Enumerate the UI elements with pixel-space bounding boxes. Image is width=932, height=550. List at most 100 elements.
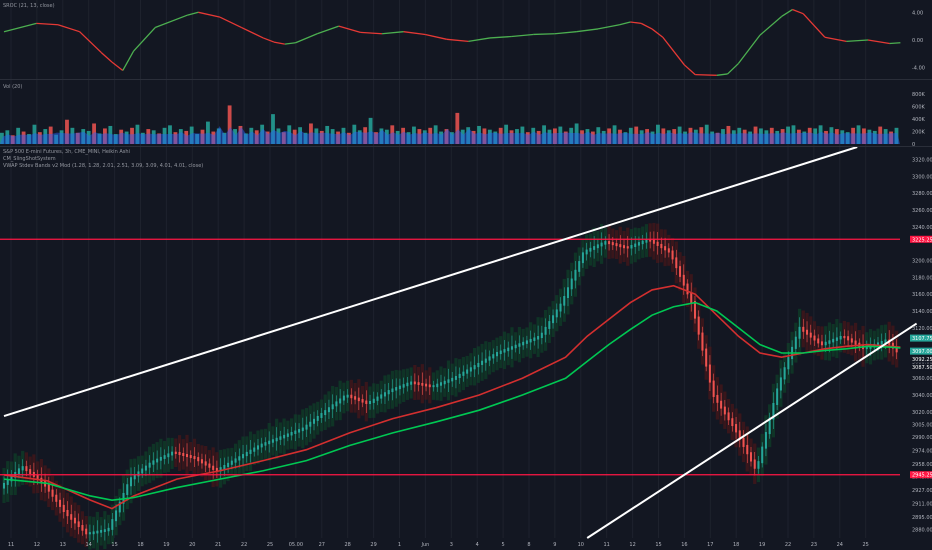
candle-body xyxy=(230,460,233,465)
volume-bar xyxy=(254,130,259,144)
volume-bar xyxy=(379,128,384,144)
time-tick-label: 15 xyxy=(111,542,117,548)
volume-bar xyxy=(862,128,866,144)
volume-bar xyxy=(742,129,747,144)
candle-body xyxy=(876,342,879,346)
sroc-segment xyxy=(284,42,296,45)
volume-bar xyxy=(769,127,774,144)
volume-bar xyxy=(10,135,15,144)
volume-bar xyxy=(200,129,205,144)
candle-body xyxy=(443,380,446,385)
volume-bar xyxy=(97,133,102,144)
candle-body xyxy=(611,242,614,246)
candle-body xyxy=(275,437,278,442)
candle-body xyxy=(660,243,663,249)
volume-bar xyxy=(666,130,671,144)
volume-bar xyxy=(108,125,113,144)
candle-body xyxy=(193,456,196,460)
candle-body xyxy=(596,244,599,249)
time-tick-label: 24 xyxy=(837,542,843,548)
volume-bar xyxy=(818,125,823,144)
candle-body xyxy=(679,266,682,277)
price-pane[interactable] xyxy=(0,146,918,550)
price-tick-label: 3260.00 xyxy=(912,208,932,214)
volume-bar xyxy=(92,123,96,144)
volume-bar xyxy=(27,134,31,144)
candle-body xyxy=(757,461,760,469)
candle-body xyxy=(469,367,472,372)
candle-body xyxy=(510,346,513,350)
volume-bar xyxy=(319,130,324,144)
candle-body xyxy=(768,417,771,435)
pane-separator[interactable] xyxy=(0,146,932,147)
volume-bar xyxy=(422,130,427,144)
price-label-badge xyxy=(910,235,932,243)
volume-bar xyxy=(482,128,487,144)
volume-bar xyxy=(460,129,465,144)
volume-pane[interactable]: 800K 600K 400K 200K 0 xyxy=(0,92,926,148)
candle-body xyxy=(3,482,5,489)
volume-bar xyxy=(487,129,492,144)
candle-body xyxy=(66,509,69,517)
sroc-segment xyxy=(511,33,534,38)
candle-body xyxy=(182,452,185,457)
candle-body xyxy=(421,382,424,386)
time-tick-label: 21 xyxy=(215,542,221,548)
time-tick-label: 12 xyxy=(34,542,40,548)
volume-bar xyxy=(390,125,395,144)
candle-body xyxy=(850,338,853,343)
sroc-pane[interactable]: 4.00 0.00 -4.00 xyxy=(3,8,925,76)
candle-body xyxy=(776,388,779,405)
price-label-text: 3087.50 xyxy=(912,365,932,371)
candle-body xyxy=(626,246,629,249)
candle-body xyxy=(242,454,245,459)
price-axis[interactable]: 3320.00 3300.00 3280.00 3260.00 3240.00 3200.… xyxy=(910,158,932,534)
candle-body xyxy=(417,382,420,385)
candle-body xyxy=(574,269,577,281)
candle-body xyxy=(70,514,73,520)
candle-body xyxy=(824,341,827,346)
sroc-segment xyxy=(122,50,135,71)
candle-body xyxy=(51,489,54,497)
candle-body xyxy=(10,475,13,482)
candle-body xyxy=(204,461,207,466)
volume-bar xyxy=(466,127,471,144)
candle-body xyxy=(361,399,364,403)
pane-separator[interactable] xyxy=(0,79,932,80)
time-tick-label: 11 xyxy=(8,542,14,548)
volume-bar xyxy=(796,129,801,144)
sroc-segment xyxy=(111,61,124,71)
volume-bar xyxy=(16,127,21,144)
candle-body xyxy=(25,466,28,472)
price-tick-label: 2895.00 xyxy=(912,515,932,521)
candle-body xyxy=(6,479,9,485)
candle-body xyxy=(656,241,659,246)
volume-bar xyxy=(721,129,725,144)
candle-body xyxy=(342,395,345,401)
sroc-tick-label: 0.00 xyxy=(912,38,923,44)
candle-body xyxy=(327,407,330,413)
price-tick-label: 2911.00 xyxy=(912,502,932,508)
volume-bar xyxy=(433,125,438,144)
volume-bar xyxy=(872,130,877,144)
candle-body xyxy=(238,456,241,461)
candle-body xyxy=(619,244,622,248)
time-axis[interactable]: 11 12 13 14 15 18 19 20 21 22 25 05.00 27 28 29 1 Jun 3 4 5… xyxy=(8,542,869,548)
price-tick-label: 2880.00 xyxy=(912,528,932,534)
candle-body xyxy=(447,379,450,383)
volume-bar xyxy=(645,129,650,144)
candle-body xyxy=(73,517,76,524)
volume-bar xyxy=(590,131,595,144)
candle-body xyxy=(339,398,342,404)
volume-bar xyxy=(298,127,303,144)
volume-bar xyxy=(439,131,443,144)
volume-bar xyxy=(119,129,124,144)
candle-body xyxy=(637,242,640,246)
candle-body xyxy=(481,360,484,365)
time-tick-label: 12 xyxy=(629,542,635,548)
volume-bar xyxy=(374,132,378,144)
time-tick-label: 16 xyxy=(681,542,687,548)
candle-body xyxy=(891,342,894,349)
